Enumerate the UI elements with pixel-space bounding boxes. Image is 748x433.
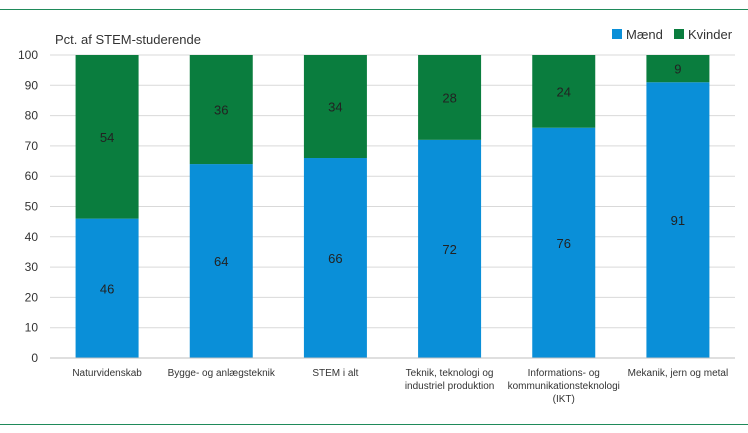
y-tick-label-20: 20 xyxy=(25,290,39,304)
data-label-maend-5: 91 xyxy=(671,213,685,228)
gridlines xyxy=(50,54,735,329)
x-tick-label-3: Teknik, teknologi og industriel produktio… xyxy=(405,368,495,392)
bar-kvinder-2 xyxy=(303,55,367,159)
y-tick-label-90: 90 xyxy=(25,78,39,92)
chart-title: Pct. af STEM-studerende xyxy=(55,32,201,47)
legend: Mænd Kvinder xyxy=(612,27,733,42)
frame-bottom-line xyxy=(0,424,748,425)
legend-swatch-kvinder xyxy=(674,29,684,39)
data-label-maend-4: 76 xyxy=(557,236,571,251)
data-label-maend-3: 72 xyxy=(442,242,456,257)
legend-label-kvinder: Kvinder xyxy=(688,27,733,42)
legend-swatch-maend xyxy=(612,29,622,39)
y-tick-label-60: 60 xyxy=(25,169,39,183)
y-tick-label-30: 30 xyxy=(25,260,39,274)
bar-maend-3 xyxy=(418,139,482,358)
y-tick-label-70: 70 xyxy=(25,139,39,153)
bar-kvinder-1 xyxy=(189,55,253,165)
bar-maend-0 xyxy=(75,218,139,358)
y-tick-label-80: 80 xyxy=(25,109,39,123)
data-label-kvinder-5: 9 xyxy=(674,62,681,77)
x-tick-label-5: Mekanik, jern og metal xyxy=(628,368,729,379)
bar-maend-1 xyxy=(189,164,253,358)
data-label-maend-0: 46 xyxy=(100,281,114,296)
y-tick-label-40: 40 xyxy=(25,230,39,244)
frame-top-line xyxy=(0,9,748,10)
bar-kvinder-4 xyxy=(532,55,596,128)
bar-maend-5 xyxy=(646,82,710,359)
y-tick-label-50: 50 xyxy=(25,200,39,214)
y-tick-label-100: 100 xyxy=(18,48,38,62)
bar-maend-4 xyxy=(532,127,596,358)
x-tick-label-0: Naturvidenskab xyxy=(72,368,142,379)
data-label-kvinder-4: 24 xyxy=(557,84,571,99)
bars xyxy=(75,55,710,359)
data-label-kvinder-3: 28 xyxy=(442,90,456,105)
x-tick-label-1: Bygge- og anlægsteknik xyxy=(168,368,276,379)
data-labels: 46 54 64 36 66 34 72 28 76 24 91 9 xyxy=(100,62,685,297)
y-tick-label-0: 0 xyxy=(31,351,38,365)
bar-kvinder-3 xyxy=(418,55,482,140)
x-tick-label-4: Informations- og kommunikationsteknologi(… xyxy=(508,368,620,405)
y-axis: 0 10 20 30 40 50 60 70 80 90 100 xyxy=(18,48,38,365)
bar-kvinder-0 xyxy=(75,55,139,219)
y-tick-label-10: 10 xyxy=(25,321,39,335)
data-label-kvinder-1: 36 xyxy=(214,103,228,118)
legend-label-maend: Mænd xyxy=(626,27,663,42)
data-label-kvinder-0: 54 xyxy=(100,130,114,145)
data-label-maend-1: 64 xyxy=(214,254,228,269)
bar-kvinder-5 xyxy=(646,55,710,83)
data-label-kvinder-2: 34 xyxy=(328,100,342,115)
bar-maend-2 xyxy=(303,158,367,358)
data-label-maend-2: 66 xyxy=(328,251,342,266)
x-axis: Naturvidenskab Bygge- og anlægsteknik STEM… xyxy=(50,357,735,405)
x-tick-label-2: STEM i alt xyxy=(312,368,358,379)
